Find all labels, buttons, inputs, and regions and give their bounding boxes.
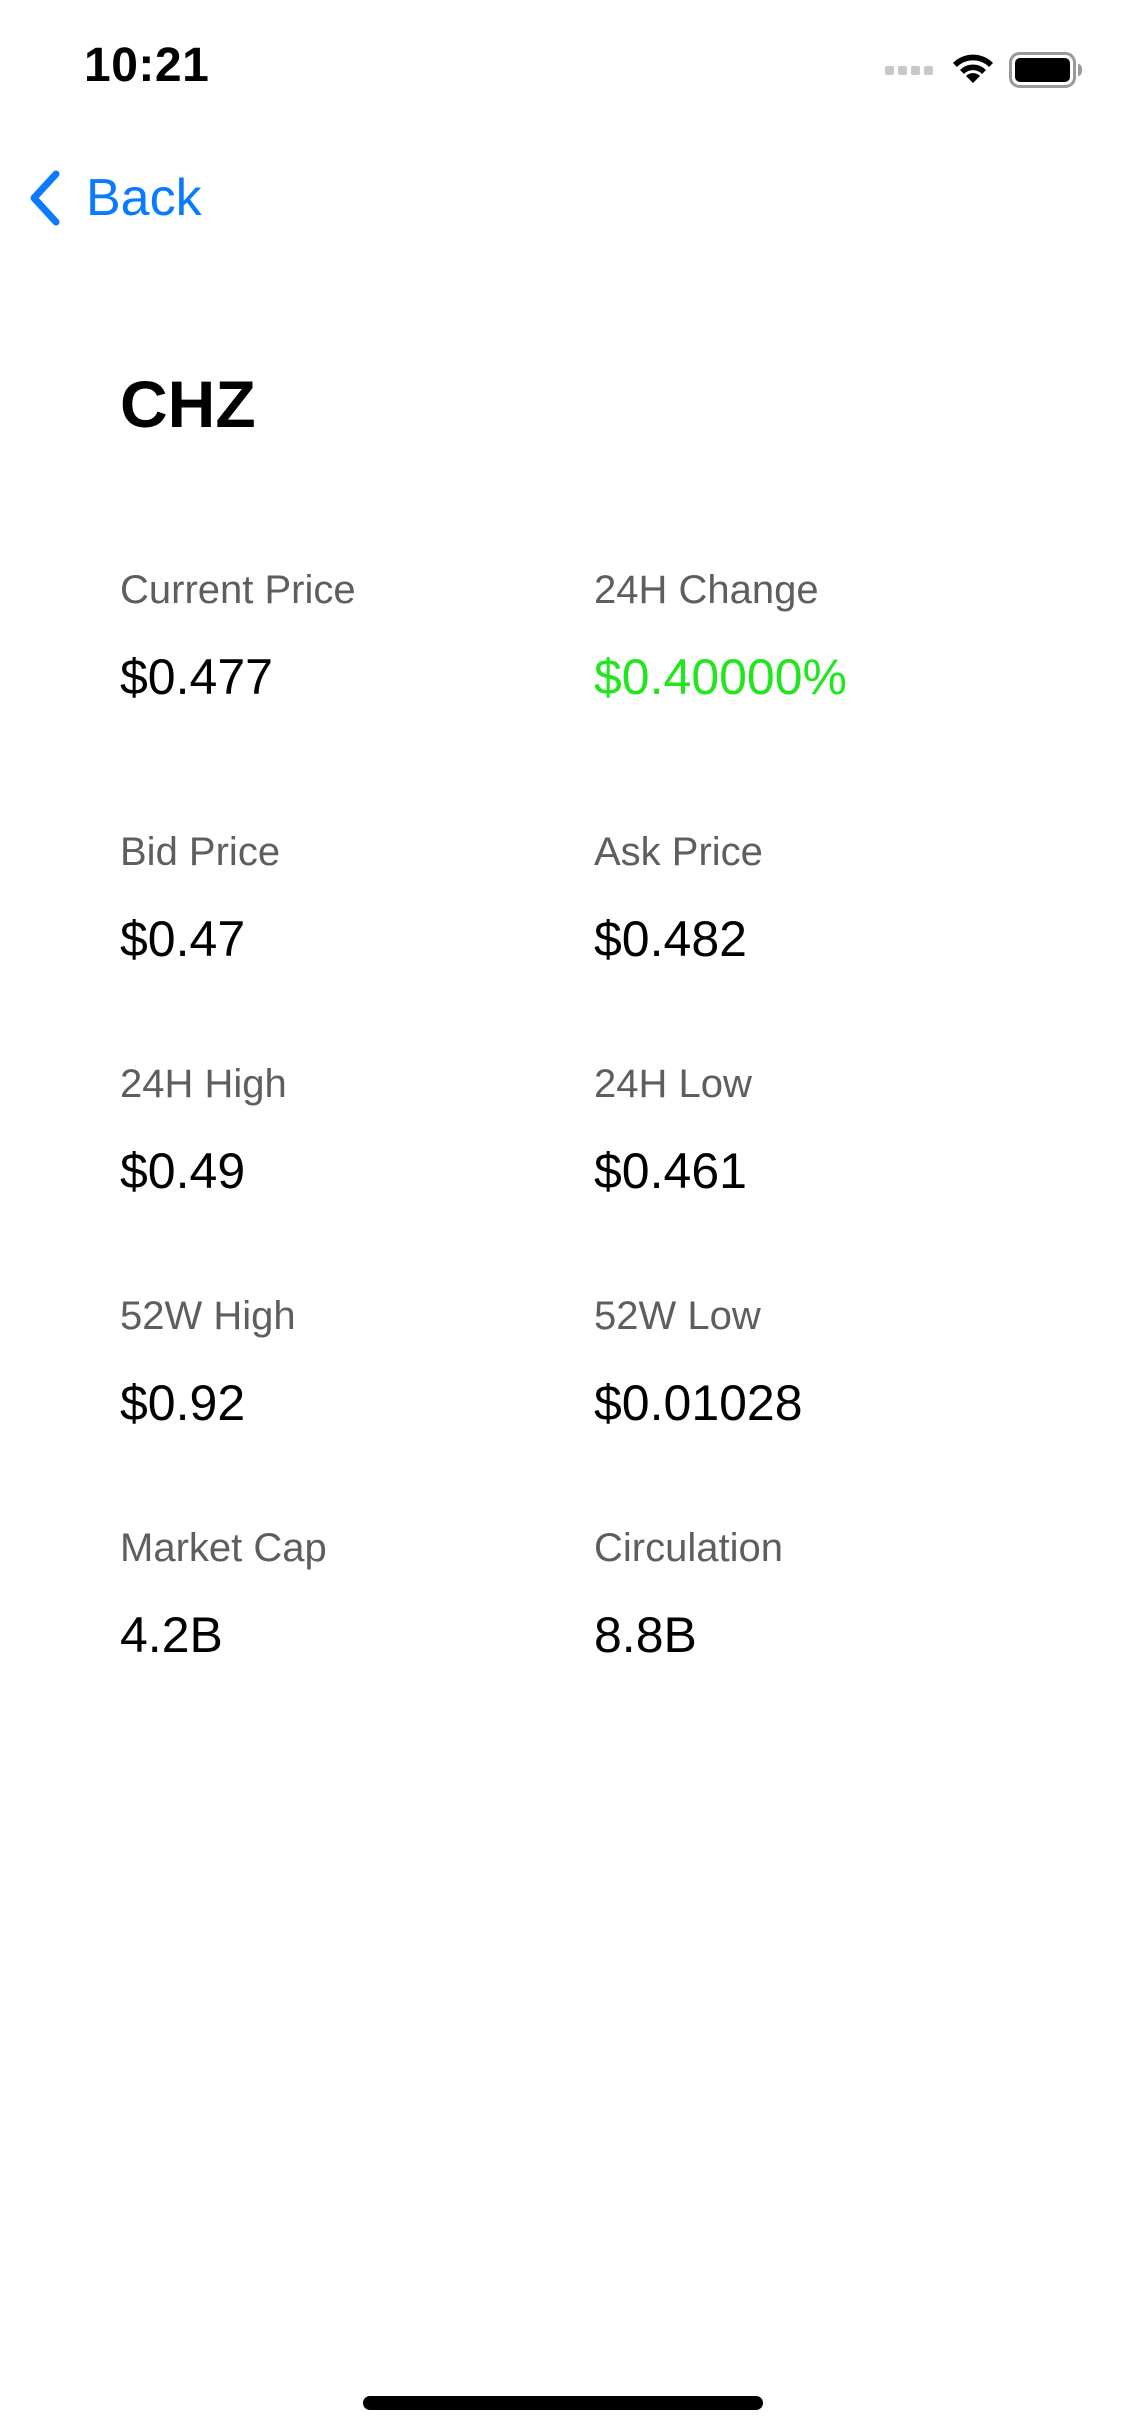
home-indicator[interactable] [363, 2396, 763, 2410]
status-icons [885, 50, 1083, 90]
status-bar: 10:21 [0, 0, 1125, 132]
stat-ask-price: Ask Price $0.482 [594, 832, 1034, 964]
stat-24h-high: 24H High $0.49 [120, 1064, 560, 1196]
chevron-left-icon [30, 170, 60, 226]
status-time: 10:21 [84, 39, 210, 92]
stat-24h-low: 24H Low $0.461 [594, 1064, 1034, 1196]
stat-label: 24H Change [594, 568, 819, 612]
stat-value: $0.461 [594, 1143, 747, 1199]
stat-24h-change: 24H Change $0.40000% [594, 570, 1034, 702]
stat-circulation: Circulation 8.8B [594, 1528, 1034, 1660]
stat-current-price: Current Price $0.477 [120, 570, 560, 702]
stat-label: 52W High [120, 1294, 296, 1338]
stat-value: 8.8B [594, 1607, 697, 1663]
stat-value: $0.49 [120, 1143, 246, 1199]
stat-value: $0.477 [120, 649, 273, 705]
stat-label: Current Price [120, 568, 356, 612]
stat-label: Ask Price [594, 830, 763, 874]
back-button[interactable]: Back [24, 160, 202, 236]
stat-label: 24H Low [594, 1062, 752, 1106]
page-title: CHZ [120, 367, 256, 441]
stat-52w-low: 52W Low $0.01028 [594, 1296, 1034, 1428]
battery-icon [1009, 52, 1082, 88]
stat-bid-price: Bid Price $0.47 [120, 832, 560, 964]
stat-label: Market Cap [120, 1526, 327, 1570]
cellular-signal-icon [885, 65, 933, 75]
stat-market-cap: Market Cap 4.2B [120, 1528, 560, 1660]
stat-value: $0.47 [120, 911, 246, 967]
stat-value: $0.482 [594, 911, 747, 967]
stat-label: 52W Low [594, 1294, 761, 1338]
stat-value: $0.40000% [594, 649, 848, 705]
stat-value: $0.92 [120, 1375, 246, 1431]
stat-value: $0.01028 [594, 1375, 803, 1431]
stat-label: 24H High [120, 1062, 287, 1106]
stat-label: Circulation [594, 1526, 783, 1570]
stat-label: Bid Price [120, 830, 281, 874]
stat-52w-high: 52W High $0.92 [120, 1296, 560, 1428]
stat-value: 4.2B [120, 1607, 223, 1663]
back-label: Back [86, 169, 202, 227]
wifi-icon [953, 54, 993, 83]
